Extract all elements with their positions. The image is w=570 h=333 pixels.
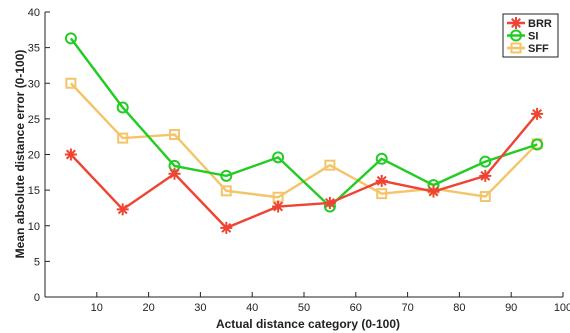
series-brr xyxy=(64,107,544,234)
y-tick-label: 35 xyxy=(28,43,40,55)
y-tick-label: 20 xyxy=(28,150,40,162)
legend-label-brr: BRR xyxy=(528,18,552,30)
x-tick-label: 100 xyxy=(554,302,570,314)
data-point-brr xyxy=(168,167,181,180)
x-tick-label: 80 xyxy=(453,302,465,314)
data-point-si xyxy=(116,101,129,114)
x-tick-label: 20 xyxy=(142,302,154,314)
x-tick-label: 10 xyxy=(91,302,103,314)
data-point-brr xyxy=(116,203,129,216)
x-tick-label: 30 xyxy=(194,302,206,314)
data-point-brr xyxy=(479,169,492,182)
data-point-si xyxy=(531,138,544,151)
legend-label-si: SI xyxy=(528,31,538,43)
series-line-si xyxy=(69,37,538,208)
data-point-brr xyxy=(427,185,440,198)
plot-area xyxy=(45,12,563,297)
legend-marker-sff xyxy=(510,42,522,54)
x-tick-label: 50 xyxy=(298,302,310,314)
y-tick-label: 0 xyxy=(34,292,40,304)
y-tick-label: 25 xyxy=(28,114,40,126)
data-point-si xyxy=(220,169,233,182)
y-tick-label: 15 xyxy=(28,185,40,197)
plot-background xyxy=(45,12,563,297)
legend-label-sff: SFF xyxy=(528,43,549,55)
data-point-brr xyxy=(531,107,544,120)
data-point-sff xyxy=(117,132,129,144)
x-axis-label: Actual distance category (0-100) xyxy=(216,317,400,331)
data-point-si xyxy=(272,151,285,164)
data-point-sff xyxy=(324,159,336,171)
data-point-brr xyxy=(64,148,77,161)
data-point-brr xyxy=(375,174,388,187)
x-tick-label: 70 xyxy=(401,302,413,314)
y-tick-label: 5 xyxy=(34,256,40,268)
data-point-brr xyxy=(220,221,233,234)
data-point-si xyxy=(479,155,492,168)
y-tick-label: 30 xyxy=(28,78,40,90)
legend-marker-brr xyxy=(510,17,522,29)
x-tick-label: 40 xyxy=(246,302,258,314)
data-point-sff xyxy=(376,188,388,200)
data-point-sff xyxy=(65,77,77,89)
data-point-sff xyxy=(220,185,232,197)
x-tick-label: 60 xyxy=(350,302,362,314)
data-point-brr xyxy=(323,196,336,209)
data-point-brr xyxy=(272,200,285,213)
data-point-sff xyxy=(479,191,491,203)
y-tick-label: 10 xyxy=(28,221,40,233)
legend-marker-si xyxy=(510,29,522,42)
data-point-si xyxy=(375,152,388,165)
axes: 10 20 30 40 50 60 70 80 90 100 0 5 10 15 20 25 30 35 40 xyxy=(28,7,570,314)
data-point-si xyxy=(64,32,77,45)
data-point-sff xyxy=(169,129,180,141)
series-line-brr xyxy=(70,113,539,230)
x-tick-label: 90 xyxy=(505,302,517,314)
y-axis-label: Mean absolute distance error (0-100) xyxy=(13,50,27,259)
series-layer xyxy=(64,32,544,234)
y-tick-label: 40 xyxy=(28,7,40,19)
